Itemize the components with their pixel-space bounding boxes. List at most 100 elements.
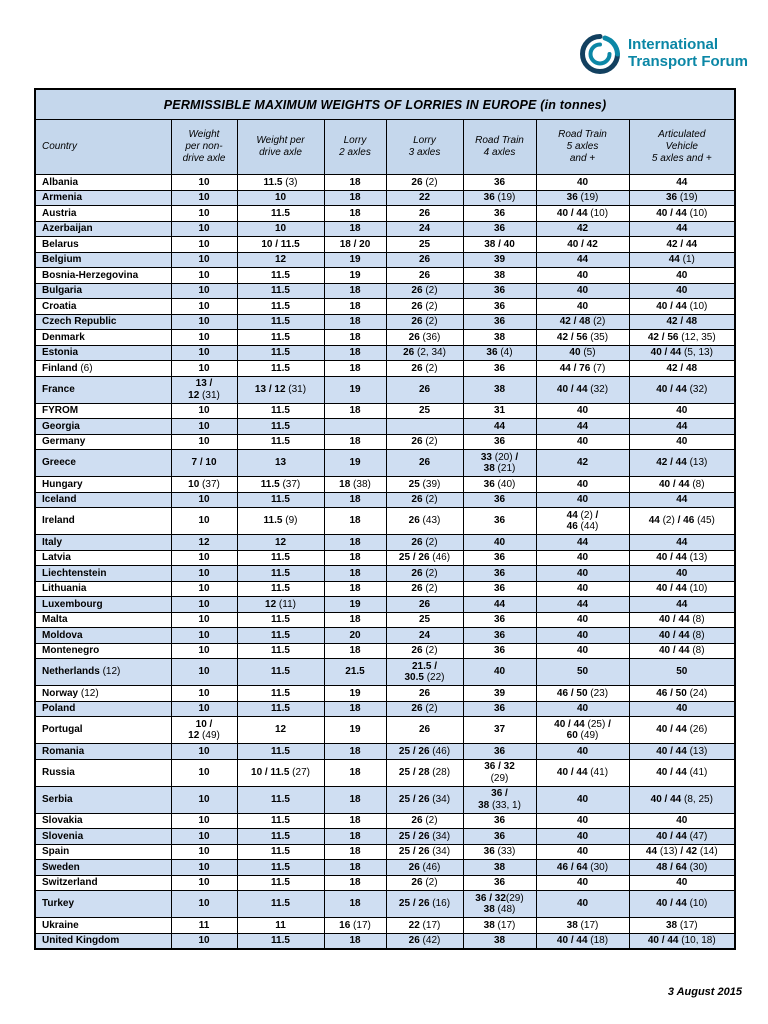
value-cell: 10: [170, 565, 238, 582]
value-cell: 40: [628, 700, 736, 717]
country-row: Slovakia 10 11.5 18 26 (2) 36 40 40: [34, 812, 736, 829]
value-cell: 36 / 32(29) 38 (48): [462, 890, 537, 918]
country-name: Moldova: [34, 627, 172, 644]
value-cell: 40 / 42: [535, 236, 630, 253]
value-cell: 40: [535, 642, 630, 659]
country-name: Luxembourg: [34, 596, 172, 613]
value-cell: 26 (42): [385, 932, 464, 950]
value-cell: 10: [170, 743, 238, 760]
value-cell: 40: [535, 743, 630, 760]
country-row: Bosnia-Herzegovina 10 11.5 19 26 38 40 40: [34, 267, 736, 284]
value-cell: 44: [535, 251, 630, 268]
country-row: Romania 10 11.5 18 25 / 26 (46) 36 40 40 / 44 (…: [34, 743, 736, 760]
value-cell: 36: [462, 313, 537, 330]
value-cell: 26 (2, 34): [385, 344, 464, 361]
value-cell: 11.5 (37): [236, 476, 325, 493]
value-cell: 18: [323, 174, 387, 191]
value-cell: 11.5: [236, 627, 325, 644]
value-cell: 10 / 11.5 (27): [236, 758, 325, 787]
value-cell: 11.5: [236, 205, 325, 222]
value-cell: 18: [323, 859, 387, 876]
country-name: Croatia: [34, 298, 172, 315]
value-cell: 44: [628, 220, 736, 237]
value-cell: 11.5: [236, 700, 325, 717]
itf-logo-wordmark: International Transport Forum: [627, 36, 748, 71]
logo-line-1: International: [627, 36, 718, 54]
value-cell: 36 /38 (33, 1): [462, 785, 537, 814]
value-cell: 40 / 44 (10): [628, 205, 736, 222]
value-cell: 21.5: [323, 658, 387, 686]
country-row: Georgia 10 11.5 44 44 44: [34, 418, 736, 435]
value-cell: 18: [323, 932, 387, 950]
value-cell: 25 / 26 (46): [385, 743, 464, 760]
value-cell: 40 / 44 (18): [535, 932, 630, 950]
value-cell: 40: [535, 402, 630, 419]
value-cell: 40 / 44 (8, 25): [628, 785, 736, 814]
value-cell: 10: [170, 491, 238, 508]
value-cell: 42: [535, 220, 630, 237]
value-cell: 18: [323, 402, 387, 419]
itf-logo-icon: [579, 34, 620, 74]
value-cell: 40 / 44 (13): [628, 549, 736, 566]
value-cell: 10: [170, 580, 238, 597]
value-cell: 40: [628, 282, 736, 299]
value-cell: 44 (2) / 46 (45): [628, 507, 736, 535]
value-cell: 40: [462, 658, 537, 686]
value-cell: 38 (17): [535, 917, 630, 934]
country-row: Netherlands (12) 10 11.5 21.5 21.5 /30.5 (22…: [34, 658, 736, 686]
value-cell: 11.5: [236, 843, 325, 860]
value-cell: 19: [323, 375, 387, 404]
value-cell: 11.5 (3): [236, 174, 325, 191]
country-name: Slovenia: [34, 828, 172, 845]
value-cell: 13: [236, 449, 325, 477]
value-cell: 11.5: [236, 642, 325, 659]
column-header-row: Country Weight per non- drive axle Weight …: [34, 119, 736, 175]
value-cell: 18: [323, 758, 387, 787]
value-cell: 40: [535, 580, 630, 597]
value-cell: 10 (37): [170, 476, 238, 493]
value-cell: 36: [462, 174, 537, 191]
value-cell: 10: [170, 251, 238, 268]
column-header: Lorry 2 axles: [323, 119, 387, 175]
itf-logo: International Transport Forum: [579, 34, 748, 74]
value-cell: 40 / 44 (8): [628, 611, 736, 628]
value-cell: 13 / 12 (31): [236, 375, 325, 404]
country-row: Slovenia 10 11.5 18 25 / 26 (34) 36 40 40 / 44 …: [34, 828, 736, 845]
value-cell: 10: [170, 812, 238, 829]
value-cell: 24: [385, 627, 464, 644]
country-row: Serbia 10 11.5 18 25 / 26 (34) 36 /38 (33, 1)…: [34, 785, 736, 814]
value-cell: 25 / 26 (16): [385, 890, 464, 918]
value-cell: 10: [170, 236, 238, 253]
country-row: Greece 7 / 10 13 19 26 33 (20) /38 (21) 42 42 /…: [34, 449, 736, 477]
value-cell: 11.5: [236, 658, 325, 686]
country-row: Belarus 10 10 / 11.5 18 / 20 25 38 / 40 40 / 4…: [34, 236, 736, 253]
value-cell: 11.5: [236, 932, 325, 950]
value-cell: 11.5: [236, 828, 325, 845]
country-row: Austria 10 11.5 18 26 36 40 / 44 (10) 40 / 44 (…: [34, 205, 736, 222]
country-name: Austria: [34, 205, 172, 222]
value-cell: 10: [170, 890, 238, 918]
value-cell: 10: [170, 418, 238, 435]
country-name: Finland (6): [34, 360, 172, 377]
country-row: Norway (12) 10 11.5 19 26 39 46 / 50 (23) 46 / …: [34, 685, 736, 702]
value-cell: 31: [462, 402, 537, 419]
value-cell: 11.5: [236, 743, 325, 760]
country-row: Belgium 10 12 19 26 39 44 44 (1): [34, 251, 736, 268]
country-name: United Kingdom: [34, 932, 172, 950]
value-cell: 22 (17): [385, 917, 464, 934]
value-cell: 18: [323, 812, 387, 829]
value-cell: 19: [323, 685, 387, 702]
country-row: Portugal 10 /12 (49) 12 19 26 37 40 / 44 (25) …: [34, 716, 736, 744]
value-cell: 40: [535, 874, 630, 891]
country-row: Luxembourg 10 12 (11) 19 26 44 44 44: [34, 596, 736, 613]
value-cell: 44: [535, 534, 630, 551]
value-cell: 36: [462, 743, 537, 760]
value-cell: 36: [462, 549, 537, 566]
value-cell: 26 (2): [385, 491, 464, 508]
value-cell: 26 (2): [385, 174, 464, 191]
country-name: Latvia: [34, 549, 172, 566]
value-cell: 10: [170, 859, 238, 876]
value-cell: 11.5: [236, 298, 325, 315]
country-name: FYROM: [34, 402, 172, 419]
country-name: Montenegro: [34, 642, 172, 659]
